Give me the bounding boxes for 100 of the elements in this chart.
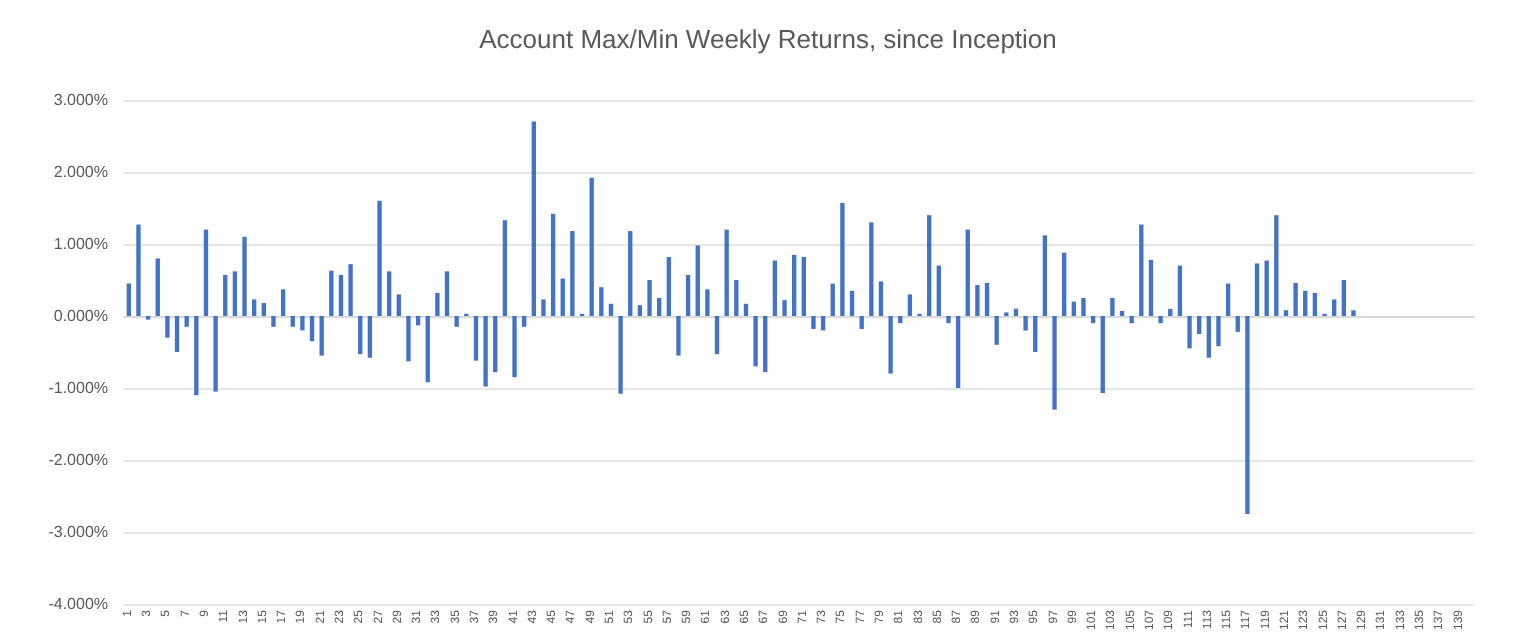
- bar: [599, 287, 604, 316]
- bar: [1042, 235, 1048, 316]
- bar: [261, 303, 266, 316]
- bar: [358, 316, 363, 355]
- bar: [1168, 308, 1173, 316]
- bar: [454, 316, 459, 327]
- bar: [743, 303, 749, 316]
- bar: [1100, 316, 1105, 394]
- bar: [1110, 298, 1115, 316]
- bar: [1023, 316, 1028, 331]
- y-tick-label: -1.000%: [48, 379, 108, 397]
- bar: [965, 229, 970, 316]
- bar: [1071, 301, 1076, 316]
- bar: [705, 289, 710, 316]
- bar: [493, 316, 498, 373]
- bar: [1081, 298, 1086, 316]
- bar: [1351, 310, 1356, 316]
- bar: [387, 271, 392, 316]
- bar: [367, 316, 373, 358]
- bar: [194, 316, 199, 396]
- bar: [338, 274, 344, 316]
- bar: [252, 299, 257, 316]
- bar: [483, 316, 488, 387]
- bar: [676, 316, 681, 356]
- bar: [165, 316, 170, 338]
- y-tick-label: -4.000%: [48, 595, 108, 613]
- bar: [1274, 215, 1279, 316]
- bar: [1013, 308, 1019, 316]
- bar: [1283, 310, 1289, 316]
- bar: [396, 294, 401, 316]
- bar: [1158, 316, 1163, 324]
- bar: [936, 265, 941, 316]
- bar: [869, 222, 874, 316]
- y-tick-label: -3.000%: [48, 523, 108, 541]
- bar: [280, 289, 286, 316]
- bar: [223, 274, 228, 316]
- y-tick-label: -2.000%: [48, 451, 108, 469]
- bar: [271, 316, 276, 327]
- bar: [1119, 310, 1125, 316]
- bar: [531, 121, 536, 316]
- bar: [1225, 283, 1231, 316]
- bar: [618, 316, 623, 394]
- bar: [782, 300, 787, 316]
- bar: [878, 281, 884, 316]
- bar: [126, 283, 131, 316]
- bar: [714, 316, 720, 355]
- bar: [820, 316, 826, 331]
- bar: [300, 316, 305, 331]
- bar: [550, 213, 556, 316]
- bar: [329, 270, 334, 316]
- bar: [570, 231, 575, 316]
- chart-title: Account Max/Min Weekly Returns, since Inception: [479, 24, 1057, 54]
- bar: [1177, 265, 1183, 316]
- bar: [830, 283, 835, 316]
- bar: [984, 282, 990, 316]
- bar: [1235, 316, 1240, 332]
- bar: [637, 305, 643, 316]
- bar: [155, 258, 160, 316]
- bar: [406, 316, 411, 362]
- bar: [927, 215, 932, 316]
- bar: [589, 177, 594, 316]
- bar: [1187, 316, 1192, 349]
- bar: [290, 316, 295, 327]
- bar: [502, 220, 508, 316]
- bar: [1341, 280, 1346, 316]
- bar: [859, 316, 864, 329]
- bar: [541, 299, 546, 316]
- bar: [348, 264, 353, 316]
- bar: [1052, 316, 1057, 410]
- bar: [888, 316, 893, 374]
- bar: [1148, 259, 1154, 316]
- bar: [647, 280, 652, 316]
- bar: [1216, 316, 1221, 347]
- bar: [975, 285, 980, 316]
- bar: [994, 316, 999, 345]
- bar: [734, 280, 739, 316]
- bar: [811, 316, 816, 329]
- bar: [1090, 316, 1096, 324]
- bar: [1062, 252, 1067, 316]
- bar: [955, 316, 961, 388]
- bar: [435, 292, 440, 316]
- bar: [840, 202, 845, 316]
- bar: [608, 303, 614, 316]
- bar: [444, 271, 450, 316]
- bar: [136, 224, 141, 316]
- bar: [1206, 316, 1211, 358]
- bar: [184, 316, 189, 327]
- bar: [1129, 316, 1134, 324]
- bar: [473, 316, 479, 361]
- bar: [309, 316, 315, 342]
- bar: [1139, 224, 1144, 316]
- bar: [657, 298, 662, 316]
- bar: [1033, 316, 1038, 352]
- bar: [907, 294, 913, 316]
- bar: [213, 316, 218, 392]
- bar: [425, 316, 430, 383]
- y-tick-label: 2.000%: [53, 163, 108, 181]
- bar: [522, 316, 527, 327]
- bar: [763, 316, 768, 373]
- bar: [772, 260, 778, 316]
